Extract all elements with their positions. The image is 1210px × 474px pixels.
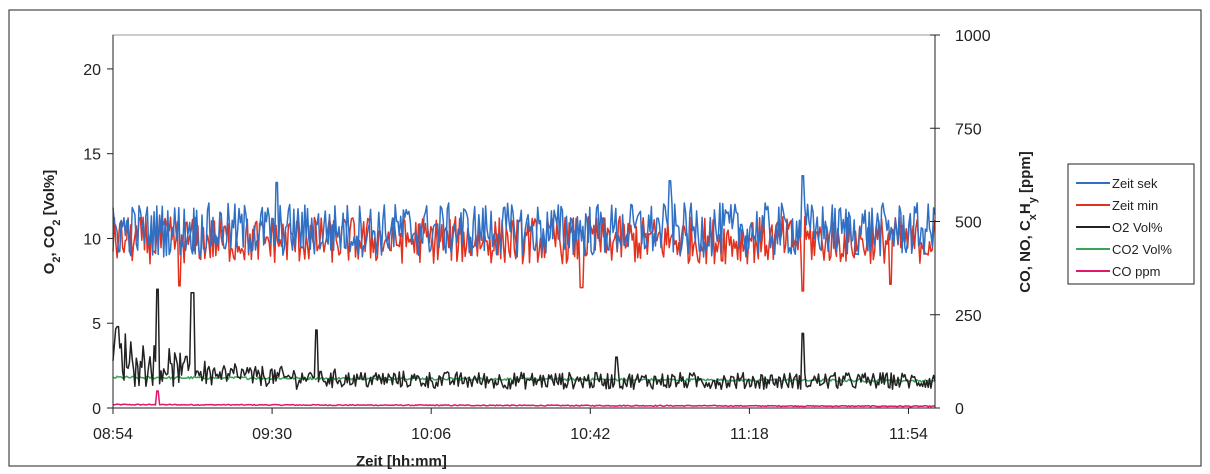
x-tick-label: 11:18 bbox=[730, 426, 769, 443]
y-right-tick-label: 1000 bbox=[955, 28, 991, 45]
x-tick-label: 10:06 bbox=[411, 426, 451, 443]
series-line bbox=[112, 288, 936, 391]
y-left-tick-label: 15 bbox=[83, 147, 101, 164]
legend-label: CO2 Vol% bbox=[1112, 242, 1172, 257]
legend-items: Zeit sek Zeit min O2 Vol% CO2 Vol% CO ppm bbox=[1076, 176, 1172, 279]
left-axis-ticks: 0 5 10 15 20 bbox=[83, 62, 113, 418]
x-tick-label: 08:54 bbox=[93, 426, 133, 443]
legend-label: Zeit min bbox=[1112, 198, 1158, 213]
y-right-axis-title: CO, NO, CxHy [ppm] bbox=[1017, 151, 1039, 292]
series-layer bbox=[112, 174, 936, 408]
y-right-tick-label: 750 bbox=[955, 121, 982, 138]
series-line bbox=[112, 174, 936, 258]
legend-label: Zeit sek bbox=[1112, 176, 1158, 191]
series-line bbox=[112, 390, 936, 408]
y-left-tick-label: 20 bbox=[83, 62, 101, 79]
plot-area bbox=[112, 34, 936, 409]
x-tick-label: 09:30 bbox=[252, 426, 292, 443]
x-tick-label: 10:42 bbox=[570, 426, 610, 443]
x-axis-ticks: 08:54 09:30 10:06 10:42 11:18 11:54 bbox=[93, 408, 928, 443]
legend-label: CO ppm bbox=[1112, 264, 1160, 279]
y-left-axis-title: O2, CO2 [Vol%] bbox=[41, 170, 63, 274]
y-right-tick-label: 500 bbox=[955, 215, 982, 232]
right-axis-ticks: 0 250 500 750 1000 bbox=[930, 28, 991, 418]
series-line bbox=[112, 215, 936, 292]
y-right-tick-label: 0 bbox=[955, 401, 964, 418]
y-left-tick-label: 0 bbox=[92, 401, 101, 418]
y-left-tick-label: 10 bbox=[83, 231, 101, 248]
y-left-tick-label: 5 bbox=[92, 316, 101, 333]
legend-label: O2 Vol% bbox=[1112, 220, 1163, 235]
x-tick-label: 11:54 bbox=[889, 426, 928, 443]
y-right-tick-label: 250 bbox=[955, 308, 982, 325]
x-axis-title: Zeit [hh:mm] bbox=[356, 453, 447, 470]
